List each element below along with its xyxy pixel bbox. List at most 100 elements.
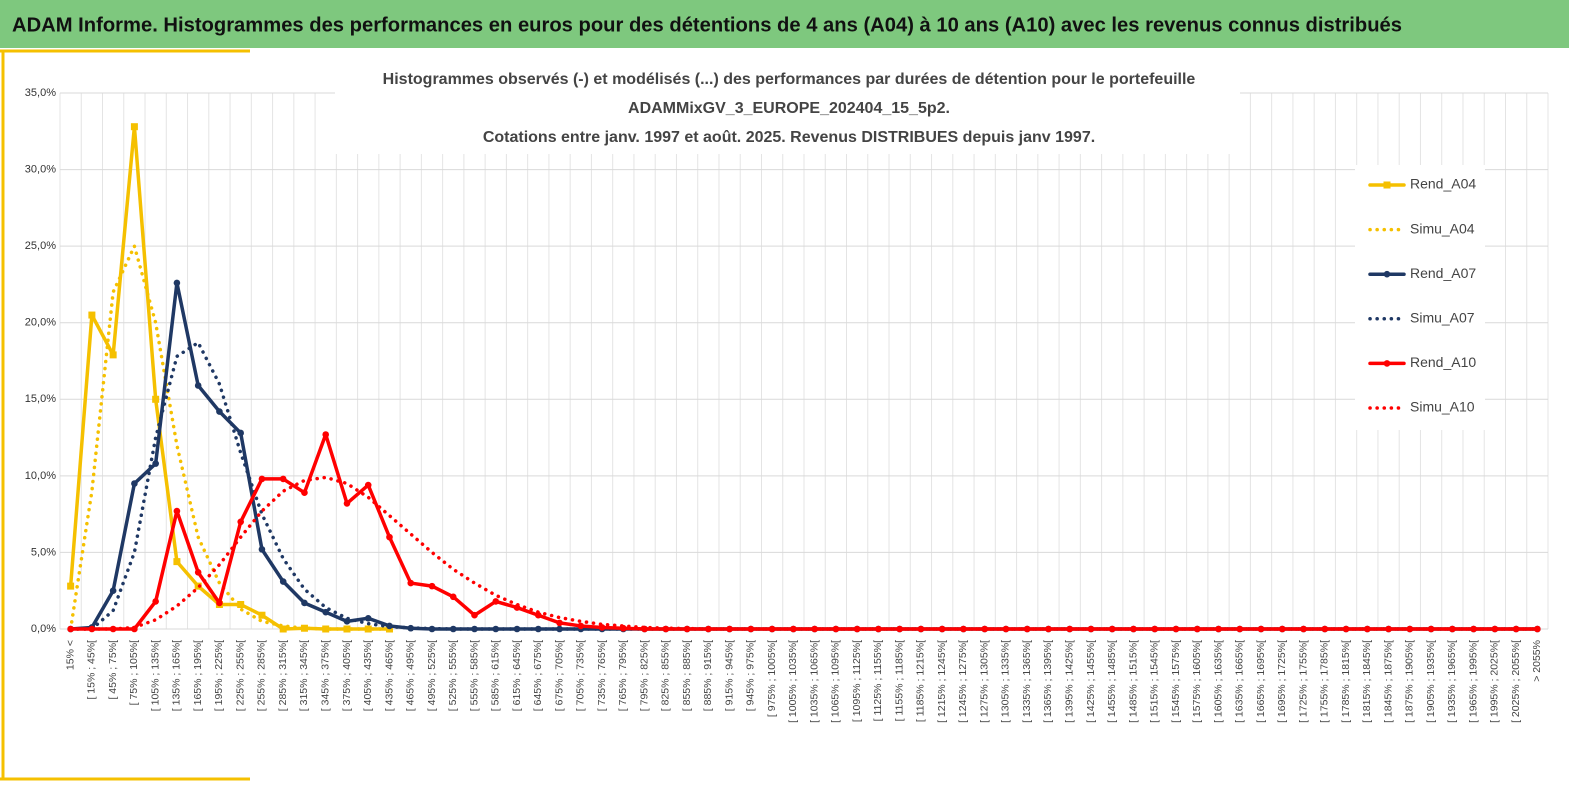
- legend-marker: [1383, 270, 1391, 278]
- x-tick-label: [ 255% ; 285%[: [256, 640, 268, 711]
- marker: [130, 123, 138, 131]
- marker: [364, 481, 372, 489]
- marker: [428, 582, 436, 590]
- y-tick-label: 25,0%: [25, 240, 56, 252]
- marker: [449, 593, 457, 601]
- marker: [88, 311, 96, 319]
- x-tick-label: [ 1005% ; 1035%[: [787, 640, 799, 723]
- marker: [173, 507, 181, 515]
- x-tick-label: [ 1035% ; 1065%[: [808, 640, 820, 723]
- legend-label: Rend_A07: [1410, 265, 1476, 281]
- marker: [67, 582, 75, 590]
- marker: [407, 579, 415, 587]
- x-tick-label: [ 1995% ; 2025%[: [1489, 640, 1501, 723]
- marker: [301, 489, 308, 497]
- legend-marker: [1383, 360, 1391, 367]
- x-tick-label: [ 945% ; 975%[: [745, 640, 757, 711]
- x-tick-label: [ 1575% ; 1605%[: [1191, 640, 1203, 723]
- x-tick-label: [ 1185% ; 1215%[: [915, 640, 927, 722]
- x-tick-label: [ 1905% ; 1935%[: [1425, 640, 1437, 723]
- legend-label: Rend_A04: [1410, 176, 1476, 192]
- x-tick-label: [ 525% ; 555%[: [447, 640, 459, 711]
- legend-marker: [1383, 181, 1391, 189]
- x-tick-label: [ 885% ; 915%[: [702, 640, 714, 711]
- legend-label: Simu_A10: [1410, 399, 1475, 415]
- marker: [152, 598, 159, 605]
- series-line: [68, 432, 1540, 631]
- x-tick-label: [ 1755% ; 1785%[: [1319, 640, 1331, 723]
- marker: [471, 611, 478, 619]
- x-tick-label: [ 1935% ; 1965%[: [1446, 640, 1458, 723]
- x-tick-label: [ 1365% ; 1395%[: [1042, 640, 1054, 723]
- x-tick-label: [ 1155% ; 1185%[: [893, 640, 905, 721]
- marker: [577, 622, 585, 630]
- x-tick-label: [ 1815% ; 1845%[: [1361, 640, 1373, 723]
- marker: [492, 598, 500, 605]
- x-tick-label: [ 1875% ; 1905%[: [1404, 640, 1416, 723]
- x-tick-label: [ 285% ; 315%[: [277, 640, 289, 711]
- x-tick-label: [ 555% ; 585%[: [468, 640, 480, 711]
- x-tick-label: [ 345% ; 375%[: [319, 640, 331, 711]
- marker: [322, 625, 330, 633]
- marker: [386, 533, 393, 541]
- x-tick-label: [ 1065% ; 1095%[: [830, 640, 842, 723]
- legend-label: Rend_A10: [1410, 354, 1476, 370]
- marker: [216, 408, 223, 415]
- x-tick-label: [ 495% ; 525%[: [426, 640, 438, 711]
- marker: [258, 611, 266, 619]
- x-tick-label: 15% <: [64, 640, 76, 670]
- y-tick-label: 20,0%: [25, 317, 56, 329]
- x-tick-label: [ 1455% ; 1485%[: [1106, 640, 1118, 723]
- x-tick-label: [ 795% ; 825%[: [638, 640, 650, 711]
- chart-title: Cotations entre janv. 1997 et août. 2025…: [483, 129, 1095, 146]
- x-tick-label: [ 975% ; 1005%[: [766, 640, 778, 717]
- chart-title: Histogrammes observés (-) et modélisés (…: [383, 71, 1196, 88]
- chart-title: ADAMMixGV_3_EUROPE_202404_15_5p2.: [628, 100, 950, 117]
- marker: [322, 431, 330, 438]
- y-tick-label: 35,0%: [25, 87, 56, 99]
- x-tick-label: [ 45% ; 75%[: [107, 640, 119, 700]
- x-tick-label: [ 735% ; 765%[: [596, 640, 608, 711]
- x-tick-label: [ 1095% ; 1125%[: [851, 640, 863, 722]
- marker: [343, 625, 351, 633]
- x-tick-label: [ 1305% ; 1335%[: [1000, 640, 1012, 723]
- x-tick-label: [ 15% ; 45%[: [86, 640, 98, 700]
- marker: [258, 546, 266, 553]
- x-tick-label: [ 1605% ; 1635%[: [1212, 640, 1224, 723]
- x-tick-label: [ 1785% ; 1815%[: [1340, 640, 1352, 723]
- y-tick-label: 0,0%: [31, 623, 56, 635]
- marker: [300, 624, 308, 632]
- x-tick-label: [ 225% ; 255%[: [234, 640, 246, 711]
- x-tick-label: [ 405% ; 435%[: [362, 640, 374, 711]
- y-tick-label: 30,0%: [25, 163, 56, 175]
- marker: [1534, 625, 1541, 633]
- marker: [322, 608, 330, 616]
- marker: [173, 279, 181, 287]
- x-tick-label: [ 435% ; 465%[: [383, 640, 395, 711]
- x-tick-label: [ 645% ; 675%[: [532, 640, 544, 711]
- marker: [194, 382, 202, 389]
- x-tick-label: [ 1245% ; 1275%[: [957, 640, 969, 723]
- x-tick-label: [ 585% ; 615%[: [490, 640, 502, 711]
- x-tick-label: [ 1515% ; 1545%[: [1149, 640, 1161, 723]
- x-tick-label: [ 1725% ; 1755%[: [1297, 640, 1309, 723]
- marker: [258, 475, 266, 483]
- x-tick-label: [ 465% ; 495%[: [405, 640, 417, 711]
- x-tick-label: [ 195% ; 225%[: [213, 640, 225, 711]
- x-tick-label: [ 1635% ; 1665%[: [1234, 640, 1246, 723]
- y-tick-label: 5,0%: [31, 546, 56, 558]
- x-tick-label: [ 1335% ; 1365%[: [1021, 640, 1033, 723]
- x-tick-label: [ 1695% ; 1725%[: [1276, 640, 1288, 723]
- marker: [534, 611, 542, 619]
- marker: [237, 429, 244, 437]
- marker: [279, 625, 287, 633]
- legend-label: Simu_A07: [1410, 310, 1475, 326]
- marker: [279, 475, 287, 483]
- marker: [556, 619, 563, 627]
- x-tick-label: [ 915% ; 945%[: [723, 640, 735, 711]
- x-tick-label: [ 75% ; 105%[: [128, 640, 140, 705]
- marker: [109, 587, 117, 595]
- x-tick-label: > 2055%: [1531, 640, 1543, 682]
- x-tick-label: [ 1125% ; 1155%[: [872, 640, 884, 721]
